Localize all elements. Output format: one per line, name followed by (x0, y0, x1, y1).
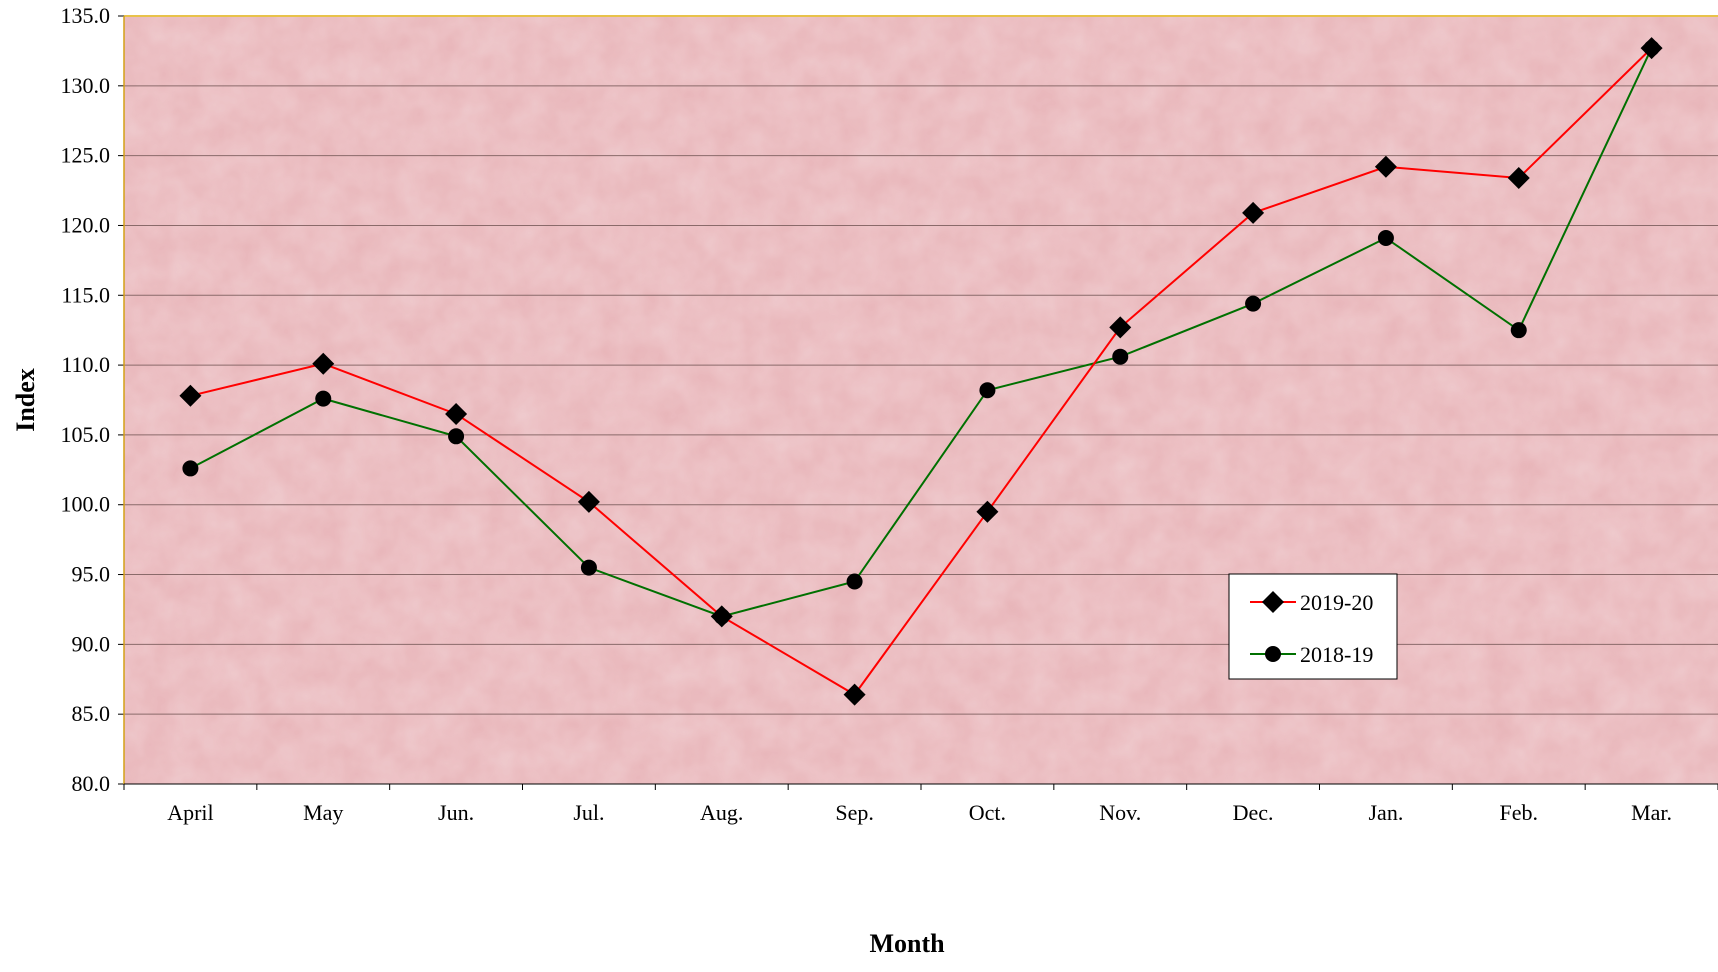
x-tick-label: Oct. (969, 800, 1006, 825)
data-point (846, 573, 863, 590)
x-tick-label: Dec. (1233, 800, 1274, 825)
axes: 80.0 85.0 90.0 95.0 100.0 105.0 110.0 115.0 120.… (61, 3, 1718, 825)
gridlines (124, 85, 1718, 715)
legend: 2019-20 2018-19 (1228, 573, 1398, 680)
series-line (189, 47, 1653, 618)
data-point (1377, 230, 1394, 247)
data-point (1510, 322, 1527, 339)
data-point (976, 500, 999, 523)
data-point (445, 402, 468, 425)
series-2019-20 (179, 37, 1663, 706)
data-point (580, 559, 597, 576)
x-tick-label: May (303, 800, 343, 825)
data-point (1374, 155, 1397, 178)
legend-label: 2018-19 (1300, 642, 1373, 667)
y-axis-title: Index (11, 368, 40, 432)
data-point (1245, 295, 1262, 312)
x-tick-label: Mar. (1631, 800, 1672, 825)
x-tick-label: Jun. (438, 800, 474, 825)
y-tick-label: 100.0 (61, 492, 111, 517)
y-tick-label: 120.0 (61, 212, 111, 237)
plot-area (124, 15, 1718, 784)
x-tick-label: April (167, 800, 213, 825)
y-tick-label: 130.0 (61, 73, 111, 98)
data-point (448, 428, 465, 445)
series-line (190, 47, 1653, 696)
data-point (182, 460, 199, 477)
data-point (1109, 316, 1132, 339)
series-group (179, 37, 1663, 706)
y-tick-label: 125.0 (61, 143, 111, 168)
axis-labels: Index Month (11, 368, 945, 958)
y-tick-label: 80.0 (72, 771, 111, 796)
legend-marker (1262, 591, 1284, 613)
plot-texture (124, 16, 1718, 784)
x-tick-label: Jan. (1369, 800, 1404, 825)
legend-box (1228, 573, 1398, 680)
legend-label: 2019-20 (1300, 590, 1373, 615)
data-point (979, 382, 996, 399)
y-tick-label: 105.0 (61, 422, 111, 447)
y-tick-label: 95.0 (72, 562, 111, 587)
x-tick-label: Jul. (573, 800, 604, 825)
data-point (315, 390, 332, 407)
data-point (1112, 348, 1129, 365)
y-tick-label: 110.0 (61, 352, 110, 377)
data-point (1640, 37, 1663, 60)
x-tick-label: Feb. (1500, 800, 1539, 825)
data-point (1507, 166, 1530, 189)
data-point (843, 683, 866, 706)
data-point (710, 605, 733, 628)
data-point (1242, 201, 1265, 224)
legend-marker (1265, 646, 1281, 662)
y-tick-label: 135.0 (61, 3, 111, 28)
data-point (179, 384, 202, 407)
x-tick-label: Nov. (1099, 800, 1141, 825)
x-axis-title: Month (869, 929, 945, 958)
x-tick-label: Sep. (835, 800, 874, 825)
y-tick-label: 115.0 (61, 282, 110, 307)
data-point (577, 490, 600, 513)
data-point (312, 352, 335, 375)
x-tick-label: Aug. (700, 800, 743, 825)
y-tick-label: 90.0 (72, 631, 111, 656)
y-tick-label: 85.0 (72, 701, 111, 726)
